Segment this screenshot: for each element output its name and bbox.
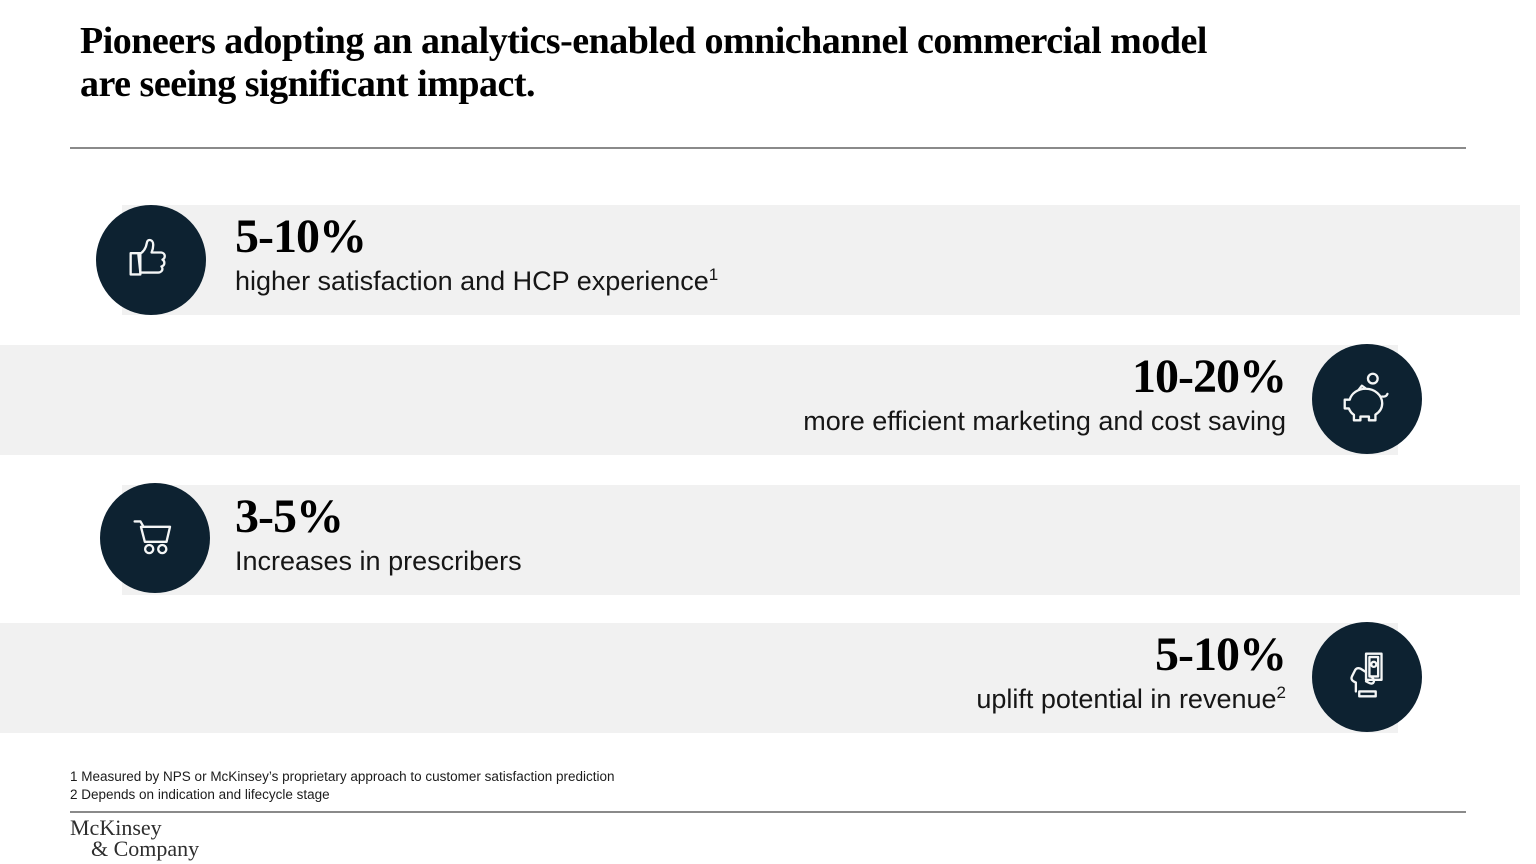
- icon-badge: [1312, 344, 1422, 454]
- footnotes: 1 Measured by NPS or McKinsey’s propriet…: [70, 768, 615, 804]
- icon-badge: [100, 483, 210, 593]
- page-title-line2: are seeing significant impact.: [80, 62, 536, 105]
- stat-label: higher satisfaction and HCP experience1: [235, 265, 719, 297]
- page-title: Pioneers adopting an analytics-enabled o…: [80, 20, 1420, 106]
- footnote-2: 2 Depends on indication and lifecycle st…: [70, 786, 330, 802]
- impact-bar: [0, 623, 1398, 733]
- logo-line1: McKinsey: [70, 815, 162, 840]
- stat-block: 3-5% Increases in prescribers: [235, 490, 522, 579]
- top-divider: [70, 147, 1466, 149]
- stat-value: 3-5%: [235, 490, 344, 543]
- stat-value: 10-20%: [1132, 350, 1287, 403]
- logo-line2: & Company: [91, 835, 200, 861]
- stat-label: uplift potential in revenue2: [976, 683, 1286, 715]
- piggy-bank-icon: [1336, 366, 1398, 433]
- thumbs-up-icon: [120, 227, 182, 294]
- stat-value: 5-10%: [1155, 628, 1287, 681]
- footnote-1: 1 Measured by NPS or McKinsey’s propriet…: [70, 769, 615, 784]
- impact-bar: [0, 345, 1398, 455]
- stat-label: Increases in prescribers: [235, 546, 522, 577]
- icon-badge: [1312, 622, 1422, 732]
- icon-badge: [96, 205, 206, 315]
- stat-block: 10-20% more efficient marketing and cost…: [803, 350, 1287, 439]
- footnote-ref: 1: [708, 265, 719, 285]
- stat-value: 5-10%: [235, 210, 367, 263]
- hand-money-icon: [1336, 644, 1398, 711]
- footnote-ref: 2: [1276, 683, 1286, 703]
- page-title-line1: Pioneers adopting an analytics-enabled o…: [80, 20, 1207, 62]
- mckinsey-logo: McKinsey & Company: [70, 815, 200, 861]
- stat-label: more efficient marketing and cost saving: [803, 406, 1286, 437]
- stat-block: 5-10% higher satisfaction and HCP experi…: [235, 210, 719, 299]
- bottom-divider: [70, 811, 1466, 813]
- stat-block: 5-10% uplift potential in revenue2: [976, 628, 1287, 717]
- impact-bar: [122, 485, 1520, 595]
- impact-bar: [122, 205, 1520, 315]
- shopping-cart-icon: [124, 505, 186, 572]
